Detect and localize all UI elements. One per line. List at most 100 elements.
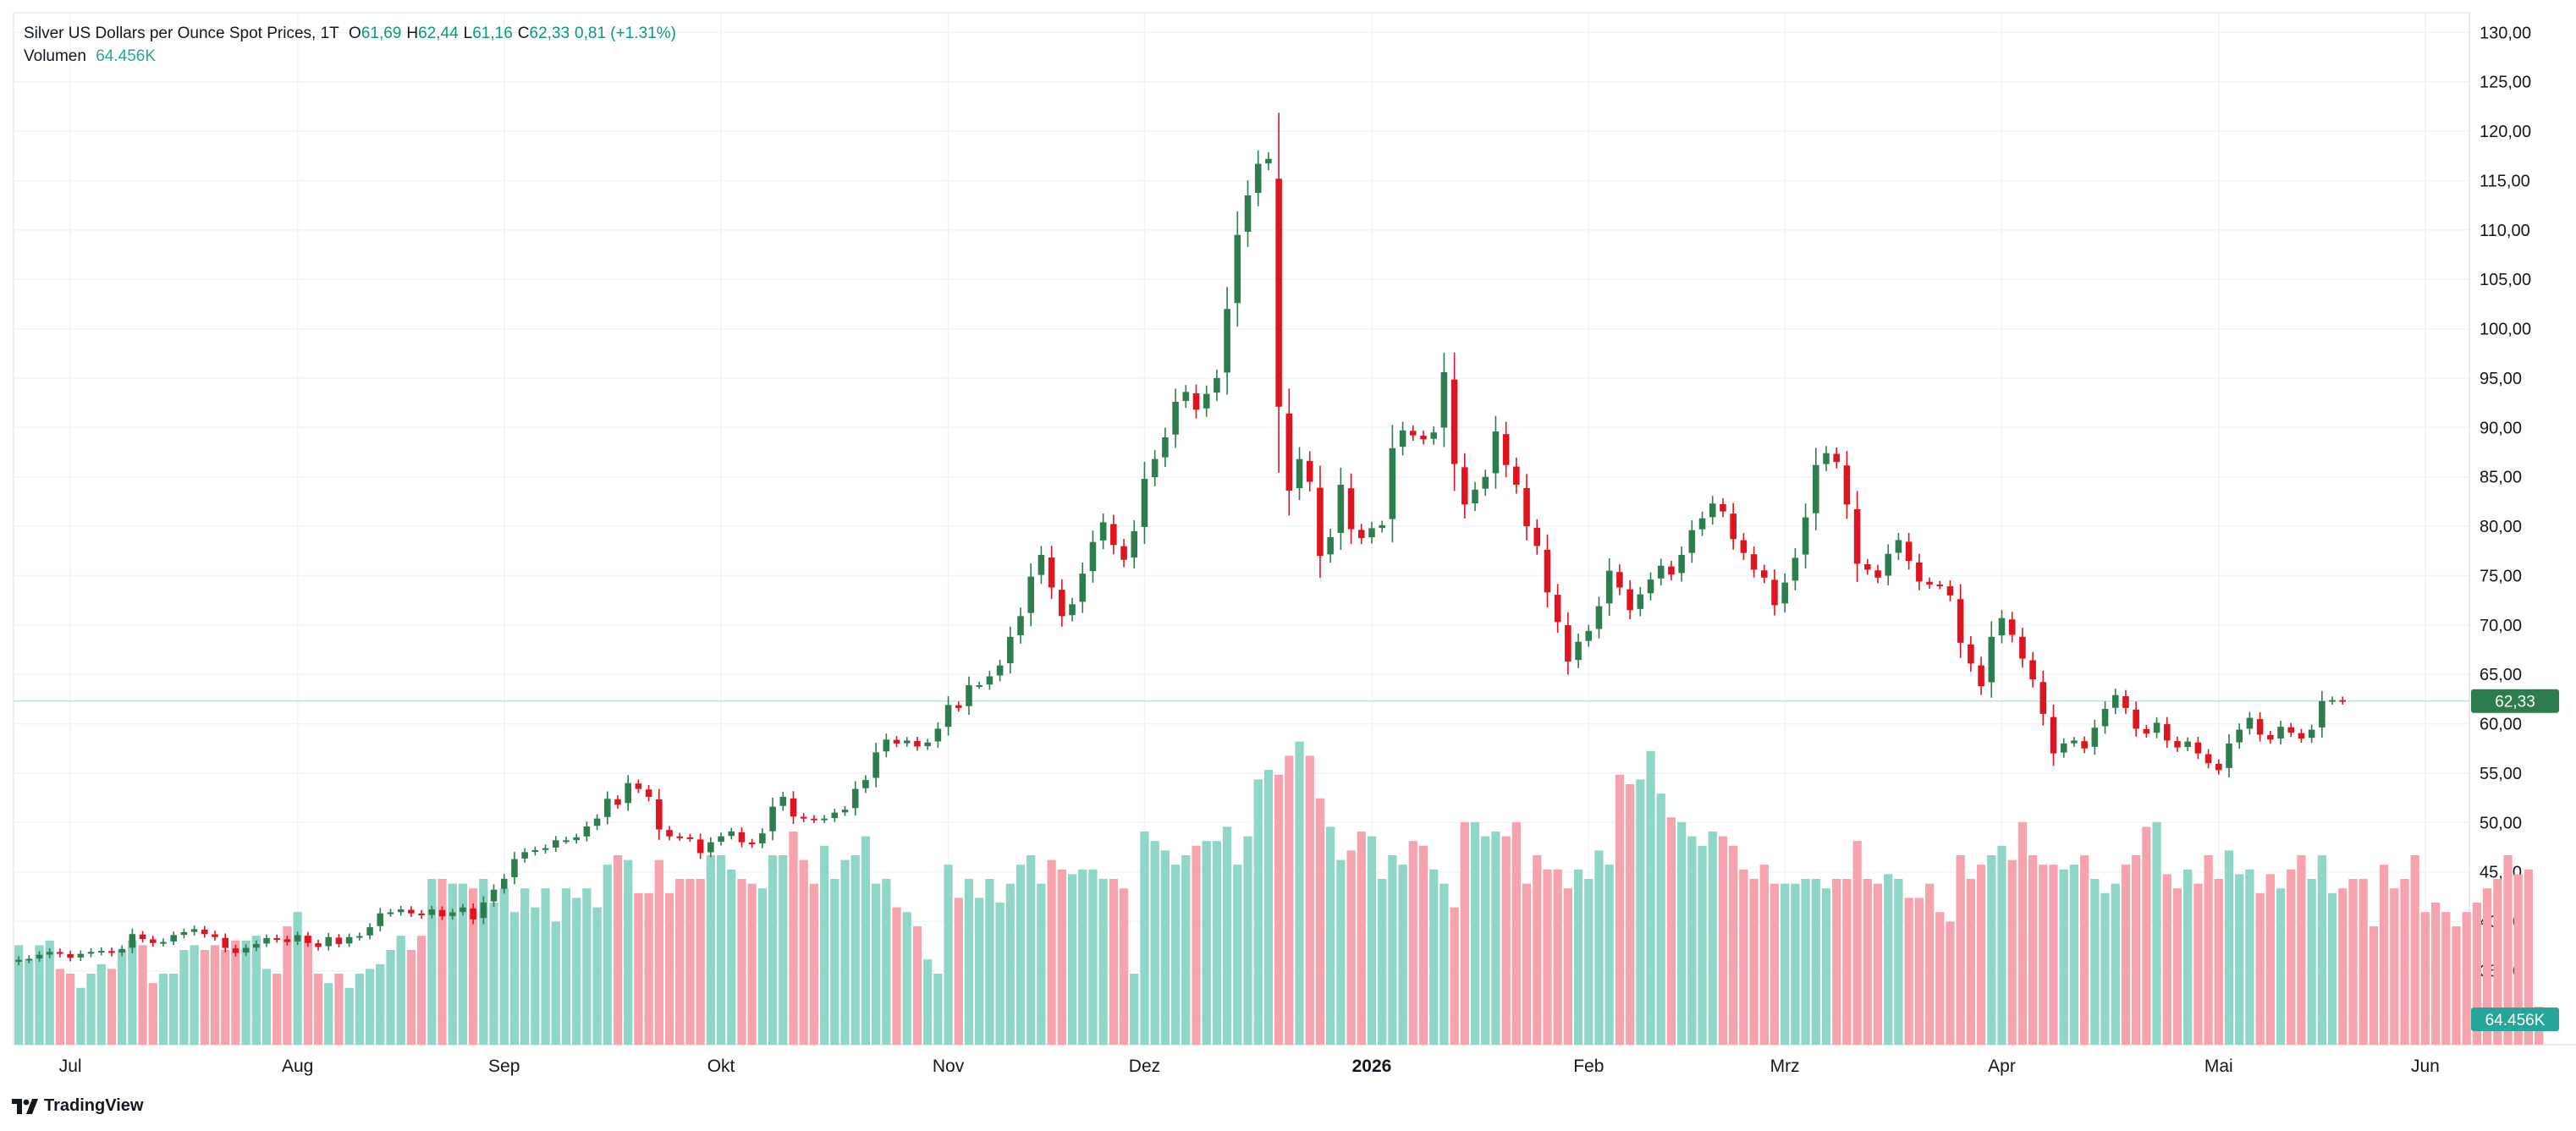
volume-bar [1263, 770, 1274, 1045]
candle-body [573, 837, 580, 841]
legend-close: 62,33 [529, 25, 570, 42]
volume-bar [210, 945, 220, 1045]
candle-body [1420, 436, 1427, 440]
last-volume-badge [2471, 1007, 2559, 1031]
candle-body [1720, 503, 1726, 512]
volume-bar [1253, 779, 1263, 1045]
volume-bar [1584, 879, 1593, 1045]
candle-body [1089, 541, 1097, 572]
candle-body [1668, 566, 1675, 575]
candle-body [212, 934, 218, 937]
volume-bar [1904, 898, 1913, 1045]
x-tick-label: Apr [1988, 1057, 2016, 1076]
volume-bar [1924, 883, 1935, 1045]
volume-bar [1016, 865, 1026, 1045]
x-tick-label: Mrz [1770, 1057, 1800, 1076]
candle-body [2308, 729, 2315, 738]
candle-body [542, 848, 549, 850]
candle-body [2329, 700, 2336, 702]
candle-body [1647, 579, 1654, 594]
legend-price-row: Silver US Dollars per Ounce Spot Prices,… [24, 22, 686, 45]
brand-name: TradingView [44, 1096, 144, 1115]
candle-body [1327, 536, 1334, 555]
volume-bar [221, 950, 230, 1045]
candle-body [1678, 554, 1685, 574]
volume-bar [1460, 821, 1469, 1045]
candle-body [1657, 565, 1665, 579]
candle-body [25, 958, 33, 961]
candle-body [2122, 695, 2129, 708]
volume-bar [1315, 798, 1325, 1045]
candle-body [2081, 741, 2088, 749]
candle-body [1440, 371, 1448, 428]
x-tick-label: Mai [2204, 1057, 2233, 1076]
candle-body [1730, 513, 1737, 540]
candle-body [1998, 618, 2006, 636]
candle-body [1461, 467, 1468, 505]
volume-bar [551, 921, 560, 1045]
volume-bar [1852, 841, 1862, 1045]
volume-bar [1543, 869, 1552, 1045]
candle-body [2319, 700, 2326, 727]
candle-body [2019, 636, 2026, 659]
candle-body [1544, 549, 1551, 593]
volume-bar [1976, 865, 1986, 1045]
volume-bar [696, 879, 705, 1045]
candle-body [1565, 625, 1571, 662]
volume-bar [1222, 826, 1232, 1045]
volume-bar [158, 974, 168, 1045]
candle-body [2060, 743, 2067, 753]
candle-body [511, 859, 518, 877]
legend-high: 62,44 [418, 25, 459, 42]
volume-bar [2080, 855, 2089, 1045]
volume-bar [303, 936, 312, 1045]
volume-bar [964, 879, 974, 1045]
candle-body [676, 836, 684, 838]
candle-body [1296, 458, 1303, 489]
volume-bar [872, 883, 881, 1045]
volume-bar [1378, 879, 1387, 1045]
volume-bar [1439, 883, 1449, 1045]
volume-bar [1522, 883, 1532, 1045]
volume-bar [2317, 855, 2326, 1045]
candle-body [1750, 554, 1758, 570]
candle-body [1038, 554, 1045, 575]
candle-body [2050, 716, 2057, 754]
volume-bar [2327, 892, 2337, 1045]
volume-bar [727, 869, 736, 1045]
volume-bar [1594, 850, 1604, 1045]
volume-bar [2111, 883, 2120, 1045]
candle-body [1224, 309, 1230, 373]
volume-bar [479, 879, 488, 1045]
volume-bar [1801, 879, 1810, 1045]
candle-body [1916, 562, 1923, 582]
volume-bar [2214, 879, 2223, 1045]
volume-bar [737, 879, 746, 1045]
volume-bar [2400, 879, 2409, 1045]
volume-bar [830, 879, 839, 1045]
volume-bar [1894, 879, 1903, 1045]
candle-body [944, 705, 952, 727]
x-tick-label: Nov [933, 1057, 965, 1076]
volume-bar [118, 950, 127, 1045]
volume-bar [2090, 879, 2100, 1045]
volume-bar [944, 865, 953, 1045]
volume-bar [779, 855, 788, 1045]
volume-bar [1274, 774, 1284, 1045]
volume-bar [107, 969, 117, 1045]
candle-body [1450, 379, 1458, 464]
candle-body [604, 799, 611, 817]
candle-body [387, 912, 394, 914]
volume-bar [96, 964, 106, 1045]
tradingview-logo[interactable]: TradingView [12, 1096, 143, 1116]
candle-body [500, 878, 508, 889]
candle-body [77, 953, 85, 958]
candle-body [1957, 599, 1964, 643]
candle-body [129, 934, 136, 948]
volume-bar [2297, 855, 2306, 1045]
candle-body [283, 939, 291, 942]
volume-bar [1119, 888, 1129, 1045]
volume-bar [313, 974, 323, 1045]
volume-bar [1997, 845, 2006, 1045]
